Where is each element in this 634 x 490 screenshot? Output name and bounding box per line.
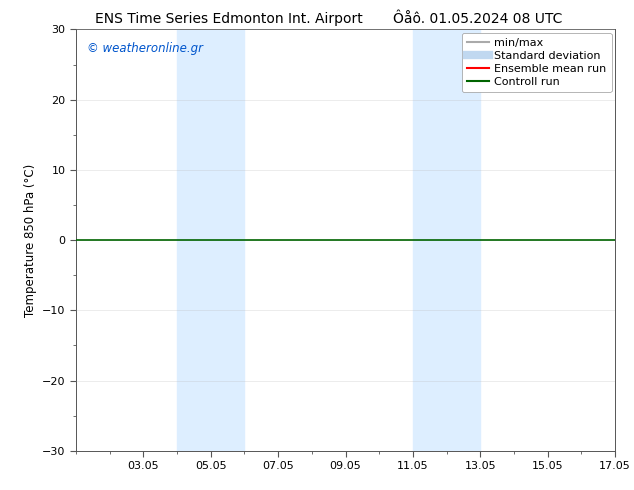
Text: © weatheronline.gr: © weatheronline.gr	[87, 42, 203, 55]
Bar	[413, 29, 481, 451]
Bar	[177, 29, 245, 451]
Legend: min/max, Standard deviation, Ensemble mean run, Controll run: min/max, Standard deviation, Ensemble me…	[462, 33, 612, 92]
Text: ENS Time Series Edmonton Int. Airport: ENS Time Series Edmonton Int. Airport	[95, 12, 363, 26]
Text: Ôåô. 01.05.2024 08 UTC: Ôåô. 01.05.2024 08 UTC	[393, 12, 562, 26]
Y-axis label: Temperature 850 hPa (°C): Temperature 850 hPa (°C)	[23, 164, 37, 317]
